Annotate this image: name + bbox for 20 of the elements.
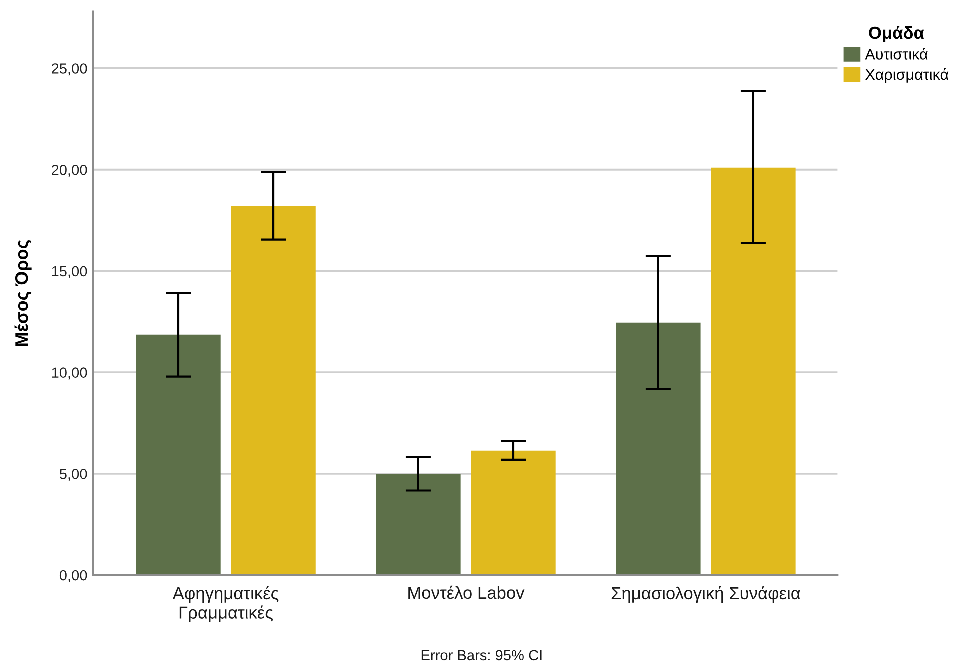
- bar: [471, 450, 556, 576]
- x-tick-label: Σημασιολογική Συνάφεια: [612, 586, 800, 604]
- y-axis-title: Μέσος Όρος: [14, 240, 32, 346]
- y-tick-label: 5,00: [60, 469, 88, 482]
- bar: [616, 322, 701, 576]
- y-tick-label: 0,00: [60, 570, 88, 582]
- text: Error Bars: 95% CI: [422, 650, 542, 661]
- bar: [231, 206, 316, 576]
- bar: [376, 474, 461, 576]
- y-tick-label: 20,00: [52, 164, 88, 177]
- legend-title: Ομάδα: [869, 26, 924, 43]
- legend-label: Χαρισματικά: [866, 68, 949, 84]
- y-tick-label: 10,00: [52, 368, 88, 380]
- bar: [136, 334, 221, 576]
- bar: [711, 168, 796, 576]
- y-tick-label: 25,00: [52, 64, 88, 76]
- legend-label: Αυτιστικά: [865, 48, 928, 60]
- x-tick-label: Μοντέλο Labov: [408, 586, 525, 600]
- x-tick-label: Αφηγηματικές Γραμματικές: [172, 586, 279, 622]
- y-tick-label: 15,00: [52, 266, 88, 278]
